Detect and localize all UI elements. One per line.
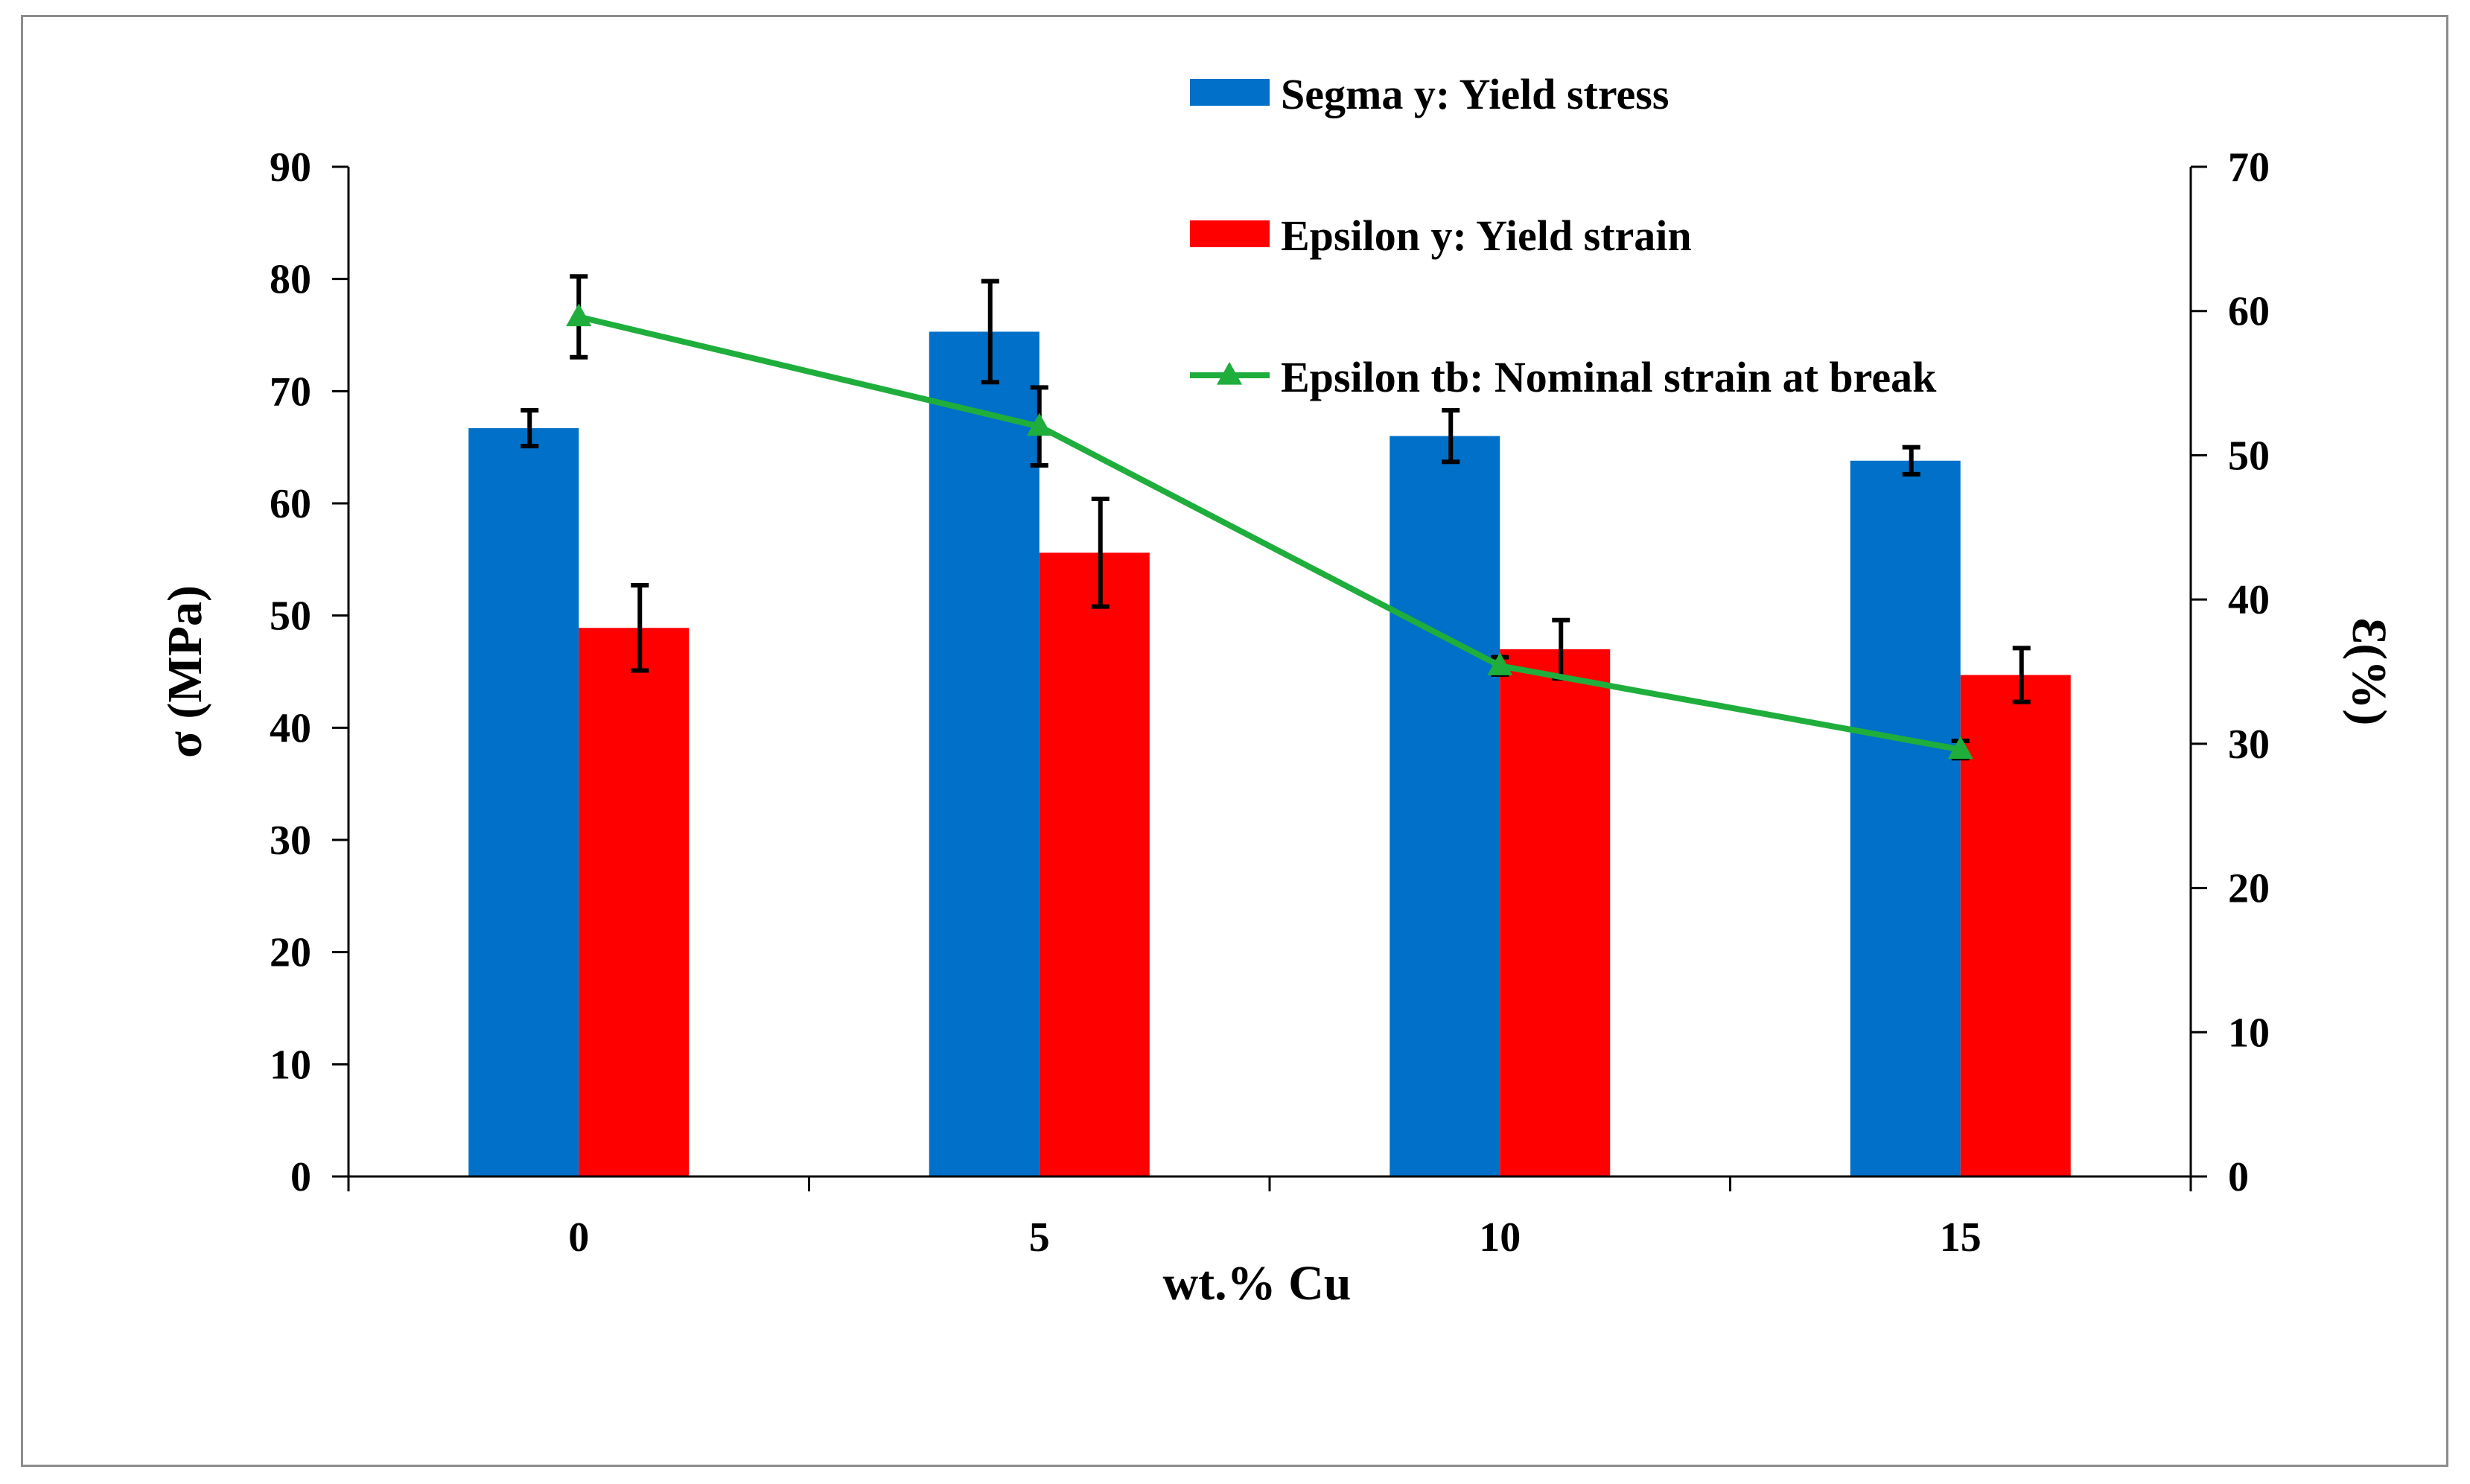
- y-tick-label-20: 20: [270, 930, 311, 976]
- y-tick-label-50: 50: [270, 593, 311, 640]
- error-bar-segma-y-10: [1442, 407, 1460, 465]
- y-tick-label-10: 10: [270, 1042, 311, 1088]
- y2-tick-label-20: 20: [2228, 866, 2270, 912]
- legend-label-strain-at-break: Epsilon tb: Nominal strain at break: [1281, 353, 1937, 401]
- error-bar-segma-y-5: [981, 278, 999, 385]
- y-tick-label-40: 40: [270, 705, 311, 751]
- error-bar-epsilon-y-15: [2012, 646, 2031, 704]
- marker-epsilon-tb-15: [1947, 736, 1973, 759]
- x-tick-label-15: 15: [1940, 1214, 1982, 1261]
- line-layer: [566, 303, 1973, 759]
- bar-epsilon-y-15: [1960, 675, 2071, 1176]
- legend-label-yield-strain: Epsilon y: Yield strain: [1281, 211, 1692, 260]
- legend-swatch-yield-strain: [1190, 220, 1270, 247]
- y2-tick-label-60: 60: [2228, 289, 2270, 335]
- y-tick-label-90: 90: [270, 144, 311, 191]
- x-tick-label-5: 5: [1029, 1214, 1050, 1261]
- bars-layer: [468, 331, 2071, 1177]
- bar-epsilon-y-10: [1500, 649, 1611, 1176]
- legend-swatch-yield-stress: [1190, 79, 1270, 106]
- y2-tick-label-50: 50: [2228, 433, 2270, 479]
- bar-segma-y-10: [1390, 436, 1500, 1176]
- bar-epsilon-y-0: [579, 628, 690, 1176]
- x-tick-label-10: 10: [1479, 1214, 1521, 1261]
- y-tick-label-70: 70: [270, 369, 311, 415]
- y2-axis-title: Ɛ(%): [2342, 618, 2396, 726]
- ticks-layer: 0 10 20 30 40 50 60 70 80 90 0 10 20 30 40 50 60 70 0 5 10 15: [270, 144, 2270, 1261]
- error-bar-epsilon-y-5: [1091, 496, 1110, 609]
- marker-epsilon-tb-5: [1026, 413, 1052, 436]
- y2-tick-label-70: 70: [2228, 144, 2270, 191]
- bar-segma-y-0: [468, 428, 579, 1176]
- legend: Segma y: Yield stress Epsilon y: Yield s…: [1190, 70, 1937, 401]
- y2-tick-label-0: 0: [2228, 1154, 2249, 1200]
- marker-epsilon-tb-0: [566, 303, 592, 327]
- y2-tick-label-10: 10: [2228, 1010, 2270, 1056]
- labels-layer: σ (MPa) Ɛ(%) wt.% Cu: [158, 585, 2396, 1311]
- legend-label-yield-stress: Segma y: Yield stress: [1281, 70, 1669, 118]
- errorbars-layer: [521, 274, 2031, 761]
- x-axis-title: wt.% Cu: [1162, 1256, 1351, 1311]
- y-tick-label-80: 80: [270, 257, 311, 303]
- error-bar-segma-y-0: [521, 407, 539, 449]
- line-epsilon-tb: [578, 313, 1961, 753]
- y-axis-title: σ (MPa): [158, 585, 212, 758]
- bar-segma-y-5: [929, 331, 1040, 1177]
- error-bar-segma-y-15: [1902, 445, 1920, 477]
- legend-marker-strain-at-break: [1216, 362, 1243, 385]
- y-tick-label-0: 0: [290, 1154, 311, 1200]
- marker-epsilon-tb-10: [1487, 652, 1513, 675]
- bar-epsilon-y-5: [1039, 552, 1150, 1176]
- bar-segma-y-15: [1850, 460, 1961, 1176]
- x-tick-label-0: 0: [568, 1214, 589, 1261]
- y2-tick-label-40: 40: [2228, 577, 2270, 623]
- error-bar-epsilon-y-0: [631, 582, 649, 673]
- y-tick-label-30: 30: [270, 818, 311, 864]
- y2-tick-label-30: 30: [2228, 722, 2270, 768]
- y-tick-label-60: 60: [270, 481, 311, 527]
